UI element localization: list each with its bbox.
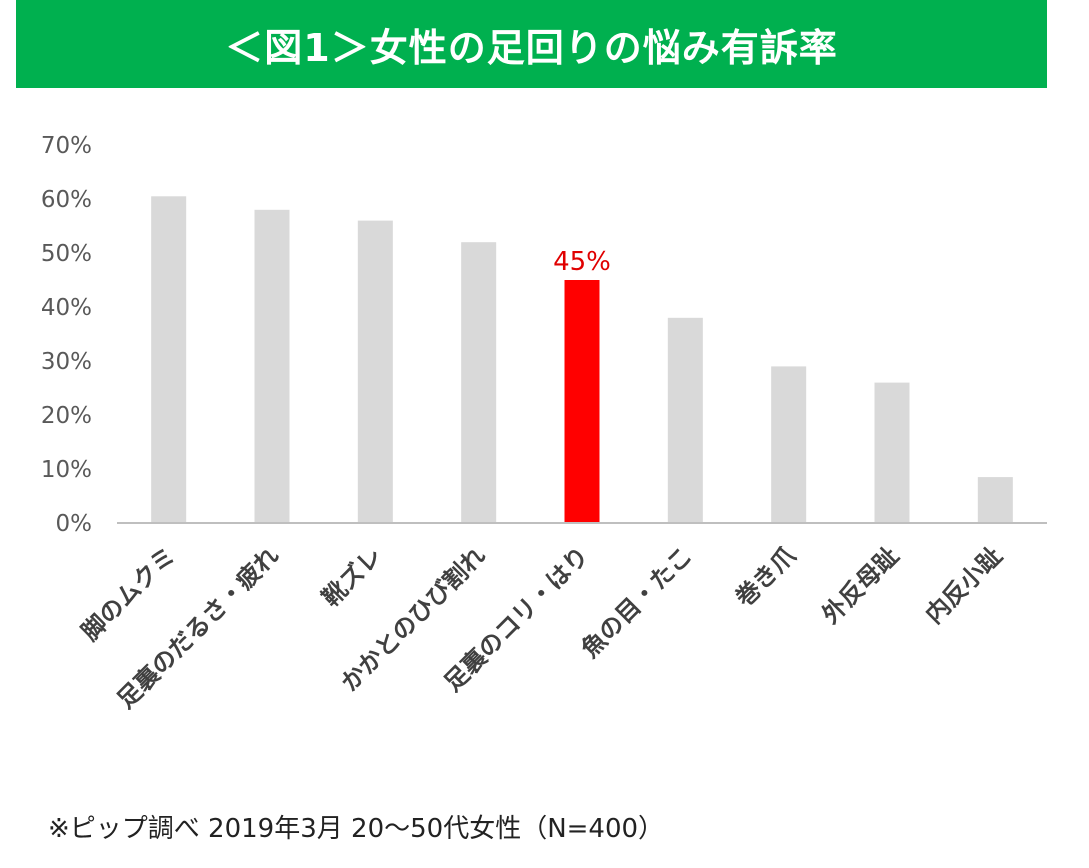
bar-chart: 0%10%20%30%40%50%60%70%45%脚のムクミ足裏のだるさ・疲れ… [41, 133, 1047, 714]
category-label: 脚のムクミ [76, 541, 181, 646]
category-label: 靴ズレ [317, 541, 388, 612]
y-tick-label: 10% [41, 457, 92, 483]
y-tick-label: 50% [41, 241, 92, 267]
category-label: 魚の目・たこ [576, 541, 698, 663]
y-tick-label: 20% [41, 403, 92, 429]
category-label: 内反小趾 [920, 541, 1008, 629]
title-banner: ＜図1＞女性の足回りの悩み有訴率 [16, 0, 1047, 88]
y-tick-label: 60% [41, 187, 92, 213]
y-tick-label: 30% [41, 349, 92, 375]
y-tick-label: 0% [56, 511, 93, 537]
category-label: 外反母趾 [817, 541, 905, 629]
category-label: 巻き爪 [730, 541, 801, 612]
bar [667, 317, 703, 523]
data-label: 45% [553, 247, 611, 277]
bar [461, 242, 497, 523]
source-footnote: ※ピップ調べ 2019年3月 20～50代女性（N=400） [48, 814, 665, 844]
bar [771, 366, 807, 523]
bar [977, 477, 1013, 523]
chart-title: ＜図1＞女性の足回りの悩み有訴率 [225, 25, 838, 70]
bar [874, 382, 910, 523]
y-tick-label: 40% [41, 295, 92, 321]
bar [151, 196, 187, 524]
bar [357, 220, 393, 523]
y-tick-label: 70% [41, 133, 92, 159]
bar-highlight [564, 280, 600, 523]
bar [254, 209, 290, 524]
